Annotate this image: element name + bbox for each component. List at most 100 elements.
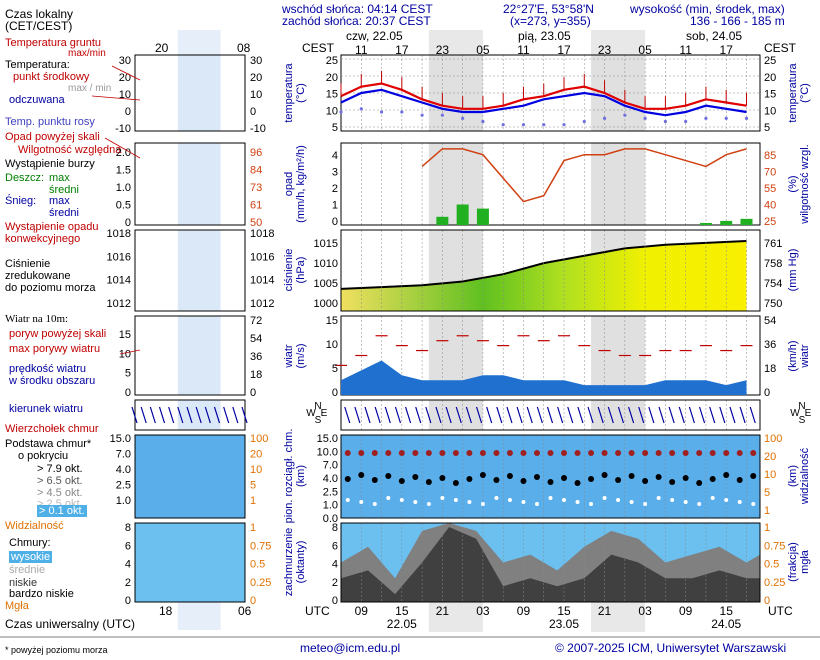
cloud-top-dot xyxy=(682,450,689,456)
cloud-left-tick: 8 xyxy=(332,522,338,534)
legend-vis-tick: 10 xyxy=(250,464,262,476)
wind-dir-arrow xyxy=(496,406,503,424)
legend-vis-tick: 100 xyxy=(250,433,268,445)
cloud-base-dot xyxy=(533,474,540,480)
legend-wind-tick: 10 xyxy=(119,348,131,360)
wind-left-tick: 5 xyxy=(332,363,338,375)
night-band xyxy=(591,143,646,225)
legend-hum-tick: 61 xyxy=(250,200,262,212)
legend-night-band-header xyxy=(177,30,221,55)
legend-night-band xyxy=(177,316,221,395)
hum-right-tick: 40 xyxy=(764,200,776,212)
rain-bar xyxy=(476,208,489,225)
temp-left-tick: 25 xyxy=(326,55,338,67)
cloud-base-dot xyxy=(682,475,689,481)
legend-wind-dir-arrow xyxy=(186,406,193,424)
wind-dir-arrow xyxy=(506,406,513,424)
dew-point-dot xyxy=(724,116,728,120)
cest-hour: 05 xyxy=(476,43,490,57)
legend-hum-tick: 50 xyxy=(250,217,262,229)
wind-dir-arrow xyxy=(465,406,472,424)
cloud-base-dot xyxy=(615,477,622,483)
cloud-top-dot xyxy=(642,450,649,456)
legend-okt-2: > 6.5 okt. xyxy=(37,475,83,487)
legend-rain: Deszcz: xyxy=(5,172,45,184)
fog-right-tick: 0.5 xyxy=(764,559,779,571)
legend-panel-border xyxy=(134,315,246,396)
wind-dir-arrow xyxy=(486,406,493,424)
legend-local-time-2: (CET/CEST) xyxy=(5,19,73,33)
cloud-base-dot-white xyxy=(683,500,688,504)
wind-dir-arrow xyxy=(698,406,706,424)
cest-hour: 11 xyxy=(679,43,692,57)
temp-right-tick: 25 xyxy=(764,55,776,67)
hum-right-tick: 55 xyxy=(764,183,776,195)
legend-rain-tick: 2.0 xyxy=(116,147,131,159)
hum-right-tick: 85 xyxy=(764,150,776,162)
utc-date-3: 24.05 xyxy=(711,617,741,631)
cloud-top-dot xyxy=(736,450,743,456)
footer-email[interactable]: meteo@icm.edu.pl xyxy=(300,641,401,655)
cest-hour: 17 xyxy=(557,43,571,57)
utc-hour: 09 xyxy=(355,604,369,618)
legend-wind-tick: 15 xyxy=(119,329,131,341)
cloud-base-dot-white xyxy=(589,502,594,506)
fog-axis-title: mgła xyxy=(799,549,811,574)
wind-dir-arrow xyxy=(374,406,381,424)
cloud-base-dot xyxy=(642,478,649,484)
legend-panel-border xyxy=(134,142,246,226)
legend-panel-border xyxy=(134,434,246,519)
cloud-axis-title: zachmurzenie xyxy=(283,528,295,596)
legend-wind-dir-arrow xyxy=(158,406,166,424)
cloud-top-dot xyxy=(398,450,405,456)
cest-hour: 11 xyxy=(517,43,530,57)
wind-dir-arrow xyxy=(709,406,716,424)
cloud-base-dot-white xyxy=(467,500,472,504)
wind-dir-arrow xyxy=(597,406,604,424)
rain-axis-unit: (mm/h, kg/m²/h) xyxy=(295,145,307,223)
base-left-tick: 10.0 xyxy=(317,446,338,458)
cloud-base-dot-white xyxy=(413,500,418,504)
cloud-base-dot-white xyxy=(737,500,742,504)
wind-dir-arrow xyxy=(557,406,564,424)
legend-wind-tick: 0 xyxy=(125,387,131,399)
cloud-base-dot xyxy=(628,473,635,479)
wind-dir-arrow xyxy=(546,406,554,424)
dew-point-dot xyxy=(744,116,749,120)
night-band xyxy=(591,400,646,430)
legend-wind-tick-r: 54 xyxy=(250,333,262,345)
press-left-tick: 1015 xyxy=(314,238,338,250)
legend-temp-tick-r: 0 xyxy=(250,106,256,118)
legend-vis-tick: 1 xyxy=(250,495,256,507)
vis-axis-unit: (km) xyxy=(787,465,799,487)
night-band-header xyxy=(591,30,646,55)
cloud-base-dot xyxy=(669,479,676,485)
legend-temp-tick: -10 xyxy=(115,123,131,135)
wind-dir-arrow xyxy=(577,406,584,424)
cloud-top-dot xyxy=(750,450,757,456)
legend-fog-tick: 0.5 xyxy=(250,559,265,571)
night-band xyxy=(428,400,483,430)
cloud-top-dot xyxy=(493,450,500,456)
legend-cloud-top: Wierzchołek chmur xyxy=(5,423,99,435)
cest-hour: 17 xyxy=(720,43,734,57)
legend-wind-tick-r: 72 xyxy=(250,315,262,327)
day-label-1: czw, 22.05 xyxy=(346,29,403,43)
temp-right-tick: 10 xyxy=(764,105,776,117)
compass-letter: S xyxy=(315,415,322,426)
dew-point-dot xyxy=(582,119,586,124)
wind-dir-arrow xyxy=(729,406,736,424)
wind-dir-arrow xyxy=(475,406,483,424)
vis-right-tick: 1 xyxy=(764,505,770,517)
rain-bar xyxy=(699,222,712,225)
legend-wind-dir-arrow xyxy=(241,406,248,424)
cloud-base-dot xyxy=(736,477,743,483)
legend-wind-tick-r: 0 xyxy=(250,387,256,399)
base-left-tick: 4.0 xyxy=(323,473,338,485)
cloud-base-dot xyxy=(723,472,730,478)
legend-cloud-tick: 8 xyxy=(125,522,131,534)
hum-right-tick: 70 xyxy=(764,167,776,179)
wind-dir-arrow xyxy=(425,406,432,424)
cloud-base-dot-white xyxy=(372,502,377,506)
legend-night-band xyxy=(177,55,221,131)
